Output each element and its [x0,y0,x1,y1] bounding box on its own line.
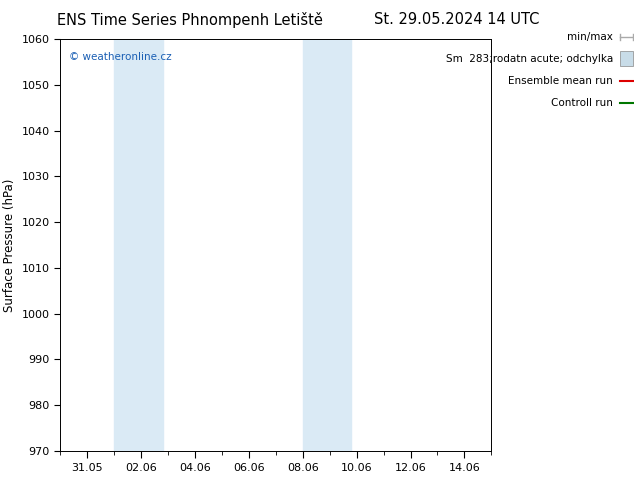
Text: St. 29.05.2024 14 UTC: St. 29.05.2024 14 UTC [374,12,539,27]
Text: min/max: min/max [567,32,613,42]
Text: Sm  283;rodatn acute; odchylka: Sm 283;rodatn acute; odchylka [446,54,613,64]
Text: © weatheronline.cz: © weatheronline.cz [69,51,171,62]
Text: ENS Time Series Phnompenh Letiště: ENS Time Series Phnompenh Letiště [57,12,323,28]
Bar [114,39,162,451]
Text: Ensemble mean run: Ensemble mean run [508,76,613,86]
Text: Controll run: Controll run [551,98,613,108]
Y-axis label: Surface Pressure (hPa): Surface Pressure (hPa) [3,178,16,312]
Bar [303,39,351,451]
